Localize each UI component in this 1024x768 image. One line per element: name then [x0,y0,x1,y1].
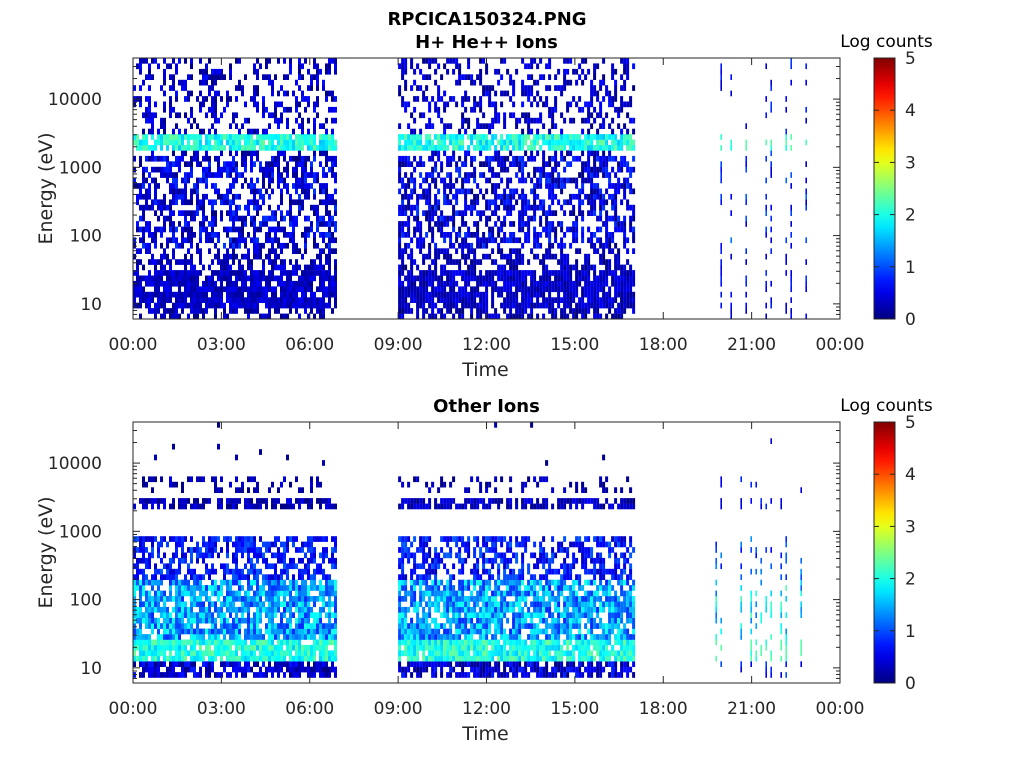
y-tick-label: 1000 [59,522,102,542]
colorbar-tick-label: 0 [905,310,916,330]
x-tick-label: 09:00 [374,699,423,719]
heatmap-cells [133,422,802,678]
x-tick-label: 00:00 [109,335,158,355]
x-tick-label: 00:00 [109,699,158,719]
y-axis-label: Energy (eV) [35,496,57,608]
panel-other-ions: Other Ions 00:00 03:00 06:00 09:00 12:00 15:00… [35,396,933,745]
y-tick-label: 1000 [59,158,102,178]
x-axis-label: Time [461,359,509,381]
y-tick-label: 10000 [48,454,102,474]
colorbar-tick-label: 1 [905,622,916,642]
y-tick-label: 100 [70,591,102,611]
x-tick-label: 00:00 [816,335,865,355]
x-tick-label: 18:00 [639,699,688,719]
x-tick-label: 00:00 [816,699,865,719]
x-tick-label: 03:00 [197,699,246,719]
x-axis-label: Time [461,723,509,745]
colorbar-tick-label: 0 [905,674,916,694]
colorbar [873,57,896,320]
colorbar [873,421,896,684]
colorbar-label: Log counts [840,32,933,52]
x-tick-label: 15:00 [550,699,599,719]
colorbar-tick-label: 1 [905,258,916,278]
colorbar-tick-label: 5 [905,413,916,433]
y-tick-label: 100 [70,227,102,247]
x-tick-label: 21:00 [727,335,776,355]
x-tick-label: 21:00 [727,699,776,719]
panel-title: Other Ions [433,396,540,417]
figure-title: RPCICA150324.PNG [387,9,586,30]
x-tick-label: 06:00 [285,335,334,355]
y-tick-label: 10 [80,659,102,679]
colorbar-tick-label: 3 [905,153,916,173]
colorbar-tick-label: 4 [905,465,916,485]
panel-title: H+ He++ Ions [415,32,558,53]
colorbar-tick-label: 5 [905,49,916,69]
x-tick-label: 09:00 [374,335,423,355]
x-tick-label: 18:00 [639,335,688,355]
x-tick-label: 12:00 [462,335,511,355]
x-tick-label: 15:00 [550,335,599,355]
colorbar-tick-label: 4 [905,101,916,121]
colorbar-label: Log counts [840,396,933,416]
x-tick-label: 03:00 [197,335,246,355]
y-axis-label: Energy (eV) [35,132,57,244]
colorbar-tick-label: 2 [905,570,916,590]
x-tick-label: 12:00 [462,699,511,719]
y-tick-label: 10 [80,295,102,315]
x-tick-label: 06:00 [285,699,334,719]
colorbar-tick-label: 3 [905,517,916,537]
colorbar-tick-label: 2 [905,206,916,226]
panel-h-he-ions: H+ He++ Ions 00:00 03:00 06:00 09:00 12:00 15:… [35,32,933,381]
y-tick-label: 10000 [48,90,102,110]
heatmap-cells [133,58,807,320]
